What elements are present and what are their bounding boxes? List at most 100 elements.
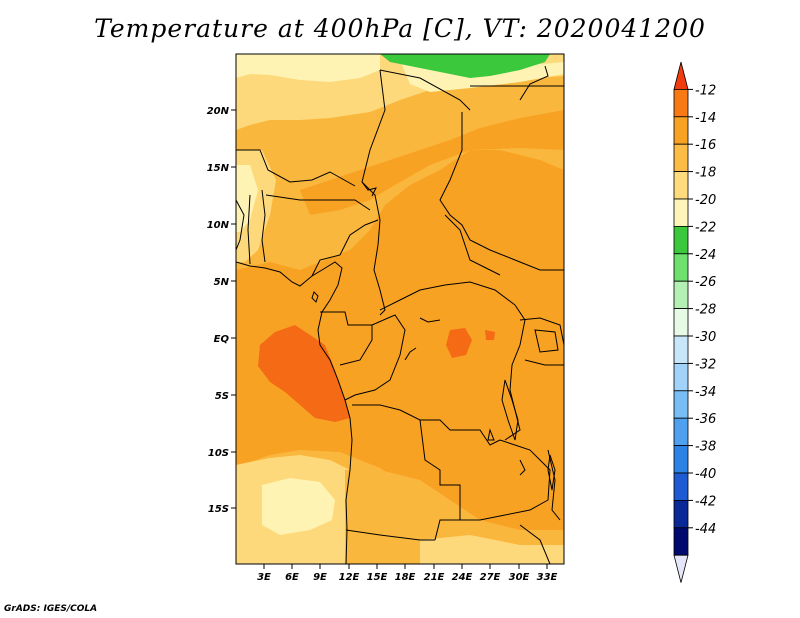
lon-label-12e: 12E <box>339 572 360 583</box>
border-libya-chad <box>379 69 471 111</box>
chart-title: Temperature at 400hPa [C], VT: 202004120… <box>94 14 706 43</box>
colorbar-label: -32 <box>695 357 716 372</box>
colorbar-swatch <box>673 171 689 200</box>
colorbar-label: -44 <box>695 522 716 537</box>
border-namibia <box>345 529 435 541</box>
lon-label-27e: 27E <box>480 572 501 583</box>
lake-victoria <box>534 329 559 353</box>
colorbar-label: -28 <box>695 303 716 318</box>
field-west-light-2 <box>236 165 258 232</box>
island-bioko <box>311 291 319 303</box>
lat-label-15n: 15N <box>207 163 230 174</box>
river-congo-1 <box>419 317 441 323</box>
field-south-band <box>345 470 564 564</box>
field-southwest-lighter <box>262 478 335 535</box>
border-angola-zambia <box>419 419 461 541</box>
lake-chad <box>361 181 377 197</box>
colorbar-swatch <box>673 335 689 364</box>
grads-credit: GrADS: IGES/COLA <box>4 604 98 614</box>
lon-label-6e: 6E <box>285 572 299 583</box>
colorbar-label: -38 <box>695 440 716 455</box>
colorbar-top-triangle <box>673 61 689 90</box>
lon-label-15e: 15E <box>367 572 388 583</box>
lon-label-3e: 3E <box>257 572 271 583</box>
field-north-light <box>236 54 380 82</box>
border-south-east <box>519 524 551 564</box>
colorbar-label: -12 <box>695 83 716 98</box>
river-congo-2 <box>404 347 417 361</box>
colorbar-swatch <box>673 253 689 282</box>
lon-label-24e: 24E <box>452 572 473 583</box>
colorbar-label: -42 <box>695 494 716 509</box>
coastline-west-africa <box>236 261 353 564</box>
lon-axis <box>263 564 548 569</box>
lon-label-9e: 9E <box>313 572 327 583</box>
colorbar-label: -24 <box>695 248 716 263</box>
border-niger-nigeria <box>265 194 371 211</box>
border-mali-niger <box>236 149 356 187</box>
border-chad-sudan <box>439 112 564 271</box>
field-north-orange <box>300 110 564 215</box>
lake-malawi <box>547 454 556 491</box>
field-deep-orange-3 <box>485 330 495 340</box>
colorbar-label: -14 <box>695 111 716 126</box>
lon-label-21e: 21E <box>424 572 445 583</box>
lat-label-eq: EQ <box>214 334 230 345</box>
colorbar-label: -26 <box>695 275 716 290</box>
colorbar-label: -16 <box>695 138 716 153</box>
border-ghana <box>236 199 245 251</box>
colorbar-label: -22 <box>695 220 716 235</box>
colorbar-labels: -12 -14 -16 -18 -20 -22 -24 -26 -28 -30 -32 -34 -36 -… <box>688 83 716 537</box>
lat-tick-labels: 20N 15N 10N 5N EQ 5S 10S 15S <box>207 106 230 515</box>
border-benin <box>261 189 266 263</box>
colorbar-label: -34 <box>695 385 716 400</box>
border-drc-angola <box>352 404 501 446</box>
colorbar-swatch <box>673 362 689 392</box>
border-tanzania <box>524 359 564 366</box>
border-zambia-east <box>460 439 551 521</box>
lat-label-10s: 10S <box>208 448 229 459</box>
lon-label-33e: 33E <box>537 572 558 583</box>
border-nigeria-cameroon <box>311 219 379 277</box>
lake-tanganyika <box>501 379 519 441</box>
colorbar-swatches <box>673 61 689 583</box>
lat-axis <box>231 109 236 509</box>
colorbar-swatch <box>673 445 689 474</box>
colorbar-label: -20 <box>695 193 716 208</box>
colorbar-swatch <box>673 417 689 447</box>
colorbar-swatch <box>673 499 689 529</box>
field-central-orange <box>236 150 564 564</box>
lake-kivu <box>519 459 526 476</box>
colorbar-label: -36 <box>695 412 716 427</box>
colorbar-swatch <box>673 225 689 255</box>
colorbar-label: -30 <box>695 330 716 345</box>
field-deep-orange <box>258 325 350 422</box>
lat-label-10n: 10N <box>207 220 230 231</box>
lat-label-15s: 15S <box>208 504 229 515</box>
colorbar-swatch <box>673 89 689 118</box>
colorbar-swatch <box>673 198 689 227</box>
lon-label-30e: 30E <box>509 572 530 583</box>
colorbar-swatch <box>673 280 689 310</box>
border-malawi <box>547 449 561 521</box>
lake-mweru <box>487 428 495 441</box>
temperature-field <box>236 54 564 564</box>
colorbar-bottom-triangle <box>673 554 689 583</box>
border-car-south <box>379 281 516 311</box>
map-frame <box>235 53 565 565</box>
colorbar-swatch <box>673 527 689 556</box>
border-togo <box>247 194 251 265</box>
colorbar-swatch <box>673 116 689 145</box>
border-cameroon-car <box>373 244 386 316</box>
colorbar-label: -18 <box>695 166 716 181</box>
border-uganda <box>519 317 564 346</box>
field-green-patch <box>380 54 550 78</box>
lat-label-20n: 20N <box>207 106 230 117</box>
colorbar-swatch <box>673 143 689 172</box>
lat-label-5s: 5S <box>215 391 229 402</box>
lon-tick-labels: 3E 6E 9E 12E 15E 18E 21E 24E 27E 30E 33E <box>257 572 557 583</box>
colorbar-swatch <box>673 308 689 337</box>
border-car-sudan <box>444 214 501 276</box>
